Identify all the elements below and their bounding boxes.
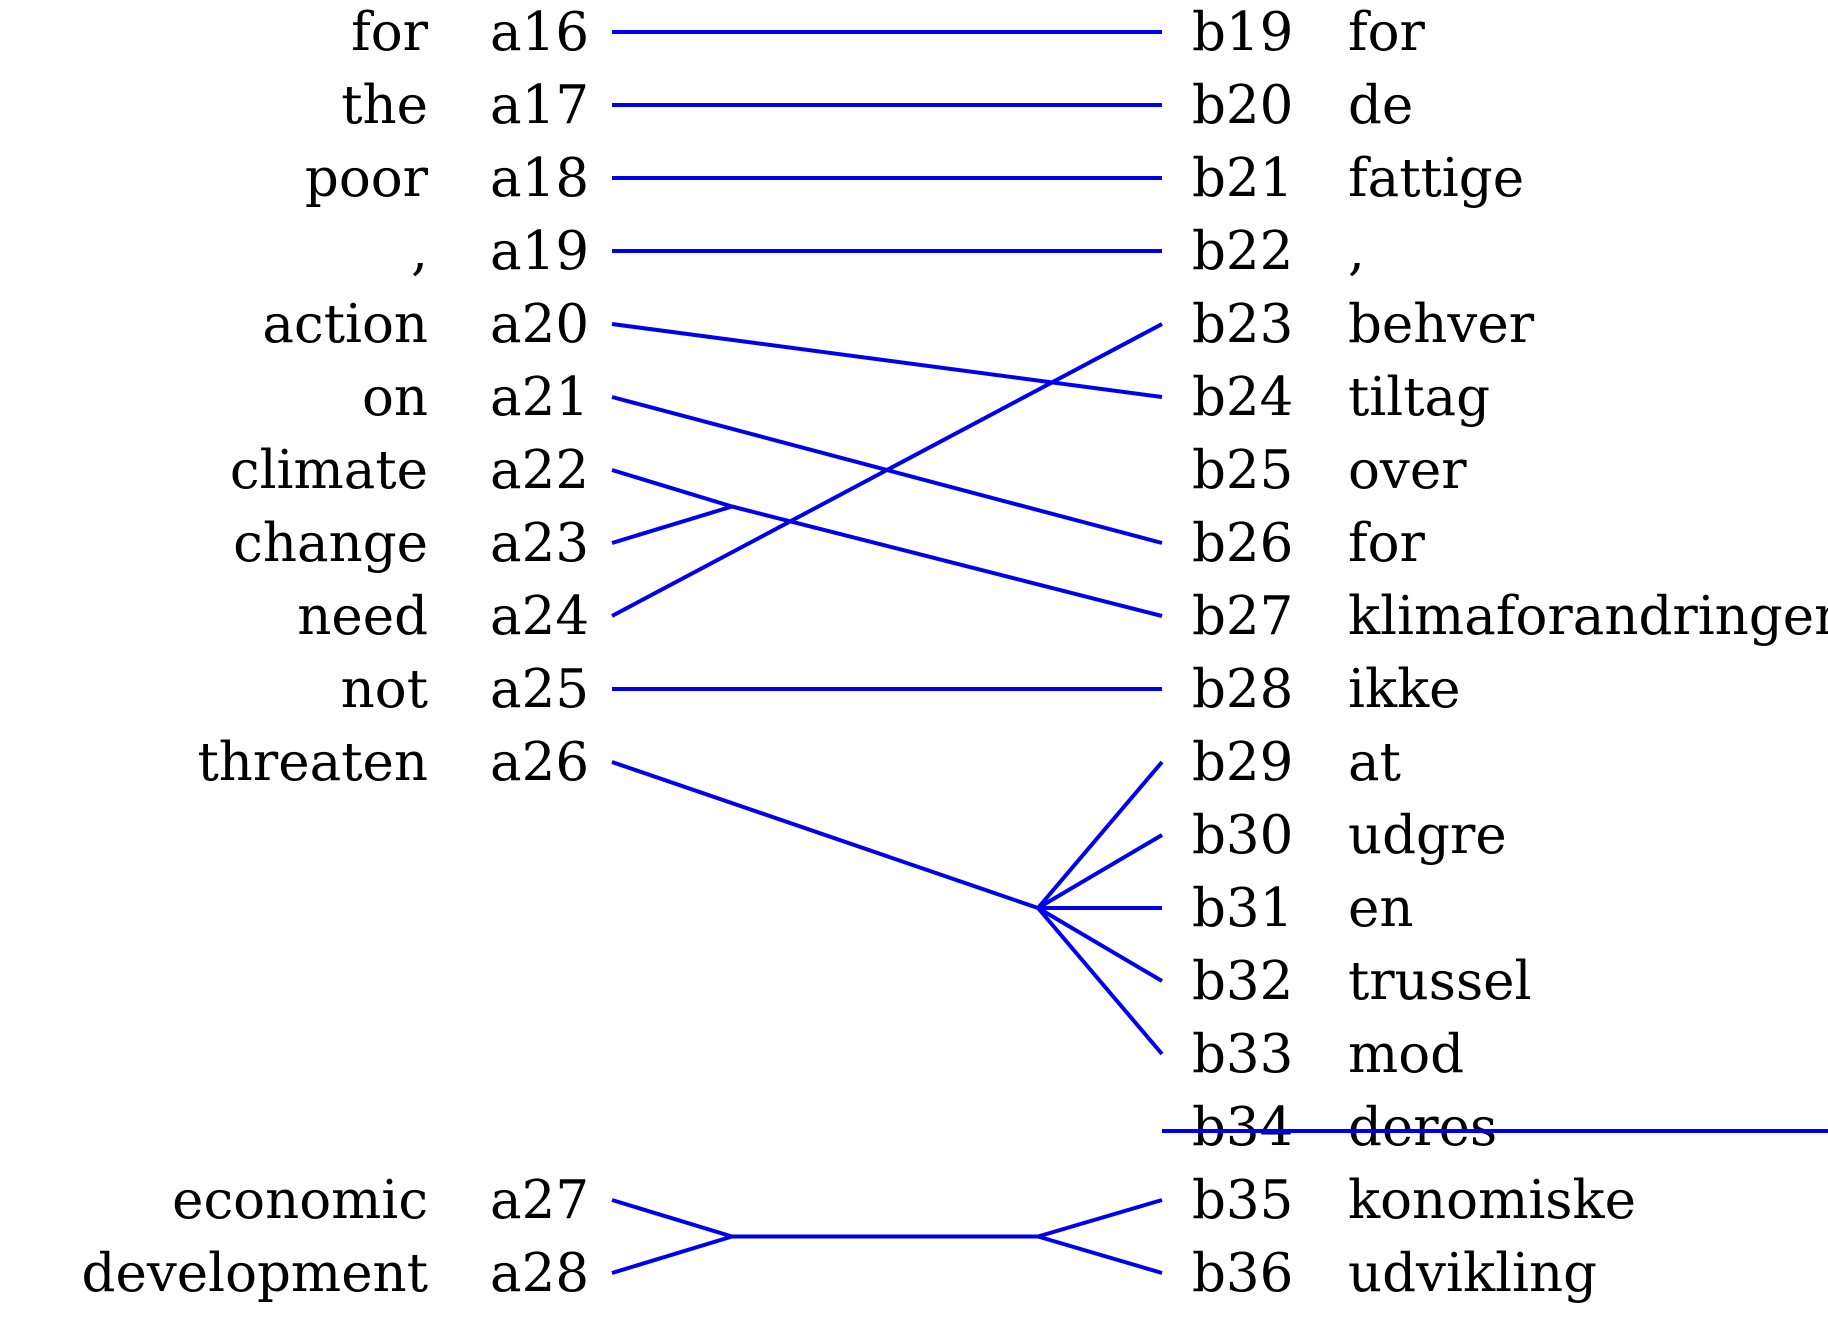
source-index: a21 <box>490 367 589 428</box>
source-word: action <box>262 294 428 355</box>
source-index: a25 <box>490 659 589 720</box>
target-index: b24 <box>1192 367 1293 428</box>
alignment-link <box>611 322 1163 618</box>
source-word: on <box>362 367 428 428</box>
target-index: b26 <box>1192 513 1293 574</box>
alignment-link <box>611 760 1039 910</box>
target-index: b22 <box>1192 221 1293 282</box>
target-index: b28 <box>1192 659 1293 720</box>
alignment-links <box>611 30 1164 1275</box>
alignment-link <box>731 504 1163 618</box>
target-word: fattige <box>1348 148 1524 209</box>
source-index: a18 <box>490 148 589 209</box>
target-index: b33 <box>1192 1024 1293 1085</box>
source-index: a19 <box>490 221 589 282</box>
target-word: klimaforandringer <box>1348 586 1828 647</box>
alignment-link <box>611 1234 733 1275</box>
target-index: b19 <box>1192 2 1293 63</box>
source-word: not <box>341 659 428 720</box>
source-index: a26 <box>490 732 589 793</box>
source-index: a20 <box>490 294 589 355</box>
alignment-link <box>1036 906 1164 1056</box>
source-word: poor <box>305 148 429 209</box>
target-word: for <box>1348 513 1426 574</box>
target-index: b25 <box>1192 440 1293 501</box>
source-index: a27 <box>490 1170 589 1231</box>
target-index: b31 <box>1192 878 1293 939</box>
target-index: b27 <box>1192 586 1293 647</box>
source-word: economic <box>172 1170 428 1231</box>
source-index: a23 <box>490 513 589 574</box>
target-word: at <box>1348 732 1401 793</box>
alignment-link <box>1036 760 1164 910</box>
target-word: deres <box>1348 1097 1497 1158</box>
target-index: b35 <box>1192 1170 1293 1231</box>
target-word: udgre <box>1348 805 1507 866</box>
target-word: de <box>1348 75 1413 136</box>
target-index: b36 <box>1192 1243 1293 1304</box>
alignment-link <box>1037 1198 1163 1239</box>
source-index: a22 <box>490 440 589 501</box>
source-index: a16 <box>490 2 589 63</box>
target-word: udvikling <box>1348 1243 1597 1304</box>
source-index: a17 <box>490 75 589 136</box>
target-index: b32 <box>1192 951 1293 1012</box>
target-word: behver <box>1348 294 1535 355</box>
source-word: the <box>341 75 428 136</box>
target-word: en <box>1348 878 1414 939</box>
source-word: climate <box>230 440 428 501</box>
target-index: b23 <box>1192 294 1293 355</box>
source-word: threaten <box>197 732 428 793</box>
target-index: b29 <box>1192 732 1293 793</box>
alignment-link <box>611 1198 733 1239</box>
alignment-link <box>611 504 733 545</box>
target-word: , <box>1348 221 1365 282</box>
alignment-link <box>1036 833 1164 910</box>
target-word: for <box>1348 2 1426 63</box>
source-word: development <box>82 1243 428 1304</box>
target-word: over <box>1348 440 1467 501</box>
source-column: for a16 the a17 poor a18, a19 action a20 on a21 cli… <box>82 2 590 1304</box>
source-word: , <box>411 221 428 282</box>
source-word: for <box>351 2 429 63</box>
target-word: ikke <box>1348 659 1461 720</box>
target-index: b21 <box>1192 148 1293 209</box>
target-word: tiltag <box>1348 367 1490 428</box>
source-index: a24 <box>490 586 589 647</box>
alignment-link <box>611 468 733 509</box>
target-index: b20 <box>1192 75 1293 136</box>
target-index: b34 <box>1192 1097 1293 1158</box>
target-word: konomiske <box>1348 1170 1636 1231</box>
source-word: need <box>297 586 428 647</box>
target-column: b19 for b20 de b21 fattige b22 , b23 behver b24 til… <box>1192 2 1828 1304</box>
target-index: b30 <box>1192 805 1293 866</box>
source-index: a28 <box>490 1243 589 1304</box>
alignment-link <box>1036 906 1164 983</box>
target-word: trussel <box>1348 951 1531 1012</box>
source-word: change <box>233 513 428 574</box>
alignment-link <box>1037 1234 1163 1275</box>
target-word: mod <box>1348 1024 1464 1085</box>
alignment-link <box>611 322 1163 399</box>
